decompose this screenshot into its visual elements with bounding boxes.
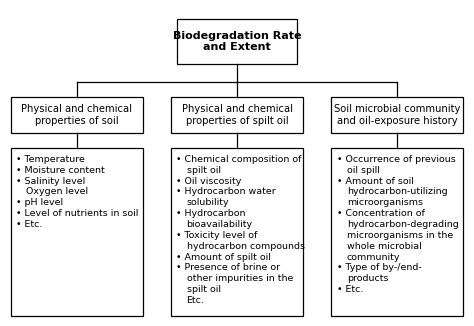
Text: • Toxicity level of: • Toxicity level of [176, 231, 258, 240]
Text: whole microbial: whole microbial [347, 242, 421, 251]
Text: • Amount of soil: • Amount of soil [337, 177, 413, 185]
FancyBboxPatch shape [10, 148, 143, 316]
Text: spilt oil: spilt oil [187, 166, 220, 175]
Text: • Etc.: • Etc. [16, 220, 43, 229]
Text: Biodegradation Rate
and Extent: Biodegradation Rate and Extent [173, 31, 301, 52]
Text: • Presence of brine or: • Presence of brine or [176, 263, 281, 273]
Text: Oxygen level: Oxygen level [27, 187, 89, 197]
Text: oil spill: oil spill [347, 166, 380, 175]
Text: other impurities in the: other impurities in the [187, 274, 293, 283]
Text: hydrocarbon-utilizing: hydrocarbon-utilizing [347, 187, 447, 197]
Text: Etc.: Etc. [187, 296, 204, 305]
Text: • pH level: • pH level [16, 198, 63, 207]
Text: • Type of by-/end-: • Type of by-/end- [337, 263, 421, 273]
Text: • Hydrocarbon: • Hydrocarbon [176, 209, 246, 218]
Text: • Oil viscosity: • Oil viscosity [176, 177, 242, 185]
Text: • Chemical composition of: • Chemical composition of [176, 155, 302, 164]
Text: • Level of nutrients in soil: • Level of nutrients in soil [16, 209, 138, 218]
Text: Physical and chemical
properties of soil: Physical and chemical properties of soil [21, 104, 132, 126]
Text: • Concentration of: • Concentration of [337, 209, 425, 218]
Text: microorganisms in the: microorganisms in the [347, 231, 453, 240]
Text: solubility: solubility [187, 198, 229, 207]
Text: • Occurrence of previous: • Occurrence of previous [337, 155, 456, 164]
Text: • Salinity level: • Salinity level [16, 177, 85, 185]
Text: microorganisms: microorganisms [347, 198, 423, 207]
FancyBboxPatch shape [10, 97, 143, 133]
Text: • Etc.: • Etc. [337, 285, 363, 294]
FancyBboxPatch shape [171, 148, 303, 316]
Text: Physical and chemical
properties of spilt oil: Physical and chemical properties of spil… [182, 104, 292, 126]
Text: • Hydrocarbon water: • Hydrocarbon water [176, 187, 276, 197]
Text: spilt oil: spilt oil [187, 285, 220, 294]
Text: community: community [347, 253, 401, 261]
Text: hydrocarbon compounds: hydrocarbon compounds [187, 242, 305, 251]
FancyBboxPatch shape [171, 97, 303, 133]
Text: • Moisture content: • Moisture content [16, 166, 105, 175]
Text: products: products [347, 274, 388, 283]
Text: bioavailability: bioavailability [187, 220, 253, 229]
Text: • Temperature: • Temperature [16, 155, 85, 164]
FancyBboxPatch shape [331, 148, 464, 316]
Text: Soil microbial community
and oil-exposure history: Soil microbial community and oil-exposur… [334, 104, 460, 126]
FancyBboxPatch shape [177, 19, 297, 64]
Text: • Amount of spilt oil: • Amount of spilt oil [176, 253, 271, 261]
Text: hydrocarbon-degrading: hydrocarbon-degrading [347, 220, 459, 229]
FancyBboxPatch shape [331, 97, 464, 133]
